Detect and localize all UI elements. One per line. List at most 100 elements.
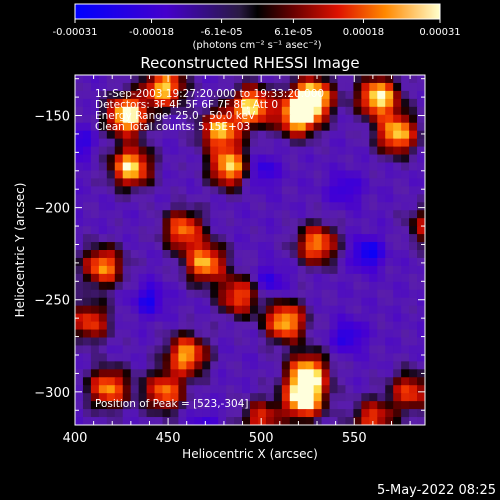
heatmap-cell <box>337 250 347 259</box>
heatmap-cell <box>218 361 227 370</box>
heatmap-cell <box>289 194 299 203</box>
heatmap-cell <box>409 353 418 362</box>
heatmap-cell <box>106 146 116 156</box>
heatmap-cell <box>385 361 394 370</box>
heatmap-cell <box>337 234 347 243</box>
heatmap-cell <box>98 162 108 172</box>
heatmap-cell <box>337 90 347 100</box>
heatmap-cell <box>218 242 227 251</box>
heatmap-cell <box>401 361 410 370</box>
heatmap-cell <box>345 250 355 259</box>
heatmap-cell <box>194 321 203 331</box>
heatmap-cell <box>329 409 339 418</box>
heatmap-cell <box>257 305 267 315</box>
heatmap-cell <box>361 146 370 156</box>
heatmap-cell <box>162 369 172 378</box>
heatmap-cell <box>75 321 84 331</box>
heatmap-cell <box>369 98 378 108</box>
heatmap-cell <box>210 234 219 243</box>
heatmap-cell <box>242 313 251 323</box>
heatmap-cell <box>202 250 211 259</box>
heatmap-cell <box>281 138 291 148</box>
heatmap-cell <box>234 122 243 132</box>
heatmap-cell <box>82 114 92 124</box>
colorbar-tick-label: -0.00018 <box>129 27 174 38</box>
heatmap-cell <box>242 377 251 386</box>
heatmap-cell <box>337 289 347 299</box>
heatmap-cell <box>393 377 402 386</box>
heatmap-cell <box>98 130 108 140</box>
heatmap-cell <box>242 210 251 219</box>
heatmap-cell <box>138 234 148 243</box>
heatmap-cell <box>138 178 148 187</box>
heatmap-cell <box>289 202 299 211</box>
heatmap-cell <box>265 90 275 100</box>
heatmap-cell <box>202 273 211 283</box>
heatmap-cell <box>250 305 259 315</box>
heatmap-cell <box>377 178 386 187</box>
heatmap-cell <box>377 130 386 140</box>
heatmap-cell <box>178 353 187 362</box>
heatmap-cell <box>353 98 362 108</box>
heatmap-cell <box>257 146 267 156</box>
heatmap-cell <box>75 210 84 219</box>
heatmap-cell <box>202 90 211 100</box>
heatmap-cell <box>146 345 156 355</box>
heatmap-cell <box>154 210 164 219</box>
heatmap-cell <box>321 353 331 362</box>
heatmap-cell <box>170 90 180 100</box>
heatmap-cell <box>369 226 378 235</box>
x-tick-label: 400 <box>63 431 88 446</box>
heatmap-cell <box>417 273 425 283</box>
heatmap-cell <box>401 106 410 116</box>
annotation-peak: Position of Peak = [523,-304] <box>95 398 249 410</box>
heatmap-cell <box>178 265 187 275</box>
heatmap-cell <box>194 417 203 425</box>
heatmap-cell <box>409 82 418 92</box>
heatmap-cell <box>146 281 156 291</box>
heatmap-cell <box>90 273 100 283</box>
heatmap-cell <box>98 297 108 307</box>
heatmap-cell <box>170 305 180 315</box>
heatmap-cell <box>98 265 108 275</box>
heatmap-cell <box>154 194 164 203</box>
heatmap-cell <box>305 337 315 347</box>
heatmap-cell <box>226 265 235 275</box>
heatmap-cell <box>114 82 124 92</box>
heatmap-cell <box>337 130 347 140</box>
heatmap-cell <box>257 106 267 116</box>
heatmap-cell <box>305 138 315 148</box>
heatmap-cell <box>106 234 116 243</box>
heatmap-cell <box>178 361 187 370</box>
heatmap-cell <box>162 210 172 219</box>
heatmap-cell <box>297 202 307 211</box>
heatmap-cell <box>178 321 187 331</box>
heatmap-cell <box>305 75 315 84</box>
heatmap-cell <box>393 393 402 402</box>
heatmap-cell <box>345 385 355 394</box>
heatmap-cell <box>329 353 339 362</box>
heatmap-cell <box>218 250 227 259</box>
heatmap-cell <box>281 313 291 323</box>
heatmap-cell <box>90 369 100 378</box>
heatmap-cell <box>106 401 116 410</box>
heatmap-cell <box>130 170 140 180</box>
heatmap-cell <box>297 162 307 172</box>
heatmap-cell <box>242 289 251 299</box>
heatmap-cell <box>210 210 219 219</box>
heatmap-cell <box>289 75 299 84</box>
heatmap-cell <box>250 313 259 323</box>
heatmap-cell <box>202 75 211 84</box>
heatmap-cell <box>393 337 402 347</box>
heatmap-cell <box>194 106 203 116</box>
heatmap-cell <box>226 154 235 164</box>
heatmap-cell <box>345 130 355 140</box>
heatmap-cell <box>265 289 275 299</box>
heatmap-cell <box>329 257 339 267</box>
heatmap-cell <box>234 218 243 227</box>
heatmap-cell <box>257 321 267 331</box>
heatmap-cell <box>297 178 307 187</box>
heatmap-cell <box>273 178 283 187</box>
heatmap-cell <box>353 321 362 331</box>
heatmap-cell <box>122 122 132 132</box>
